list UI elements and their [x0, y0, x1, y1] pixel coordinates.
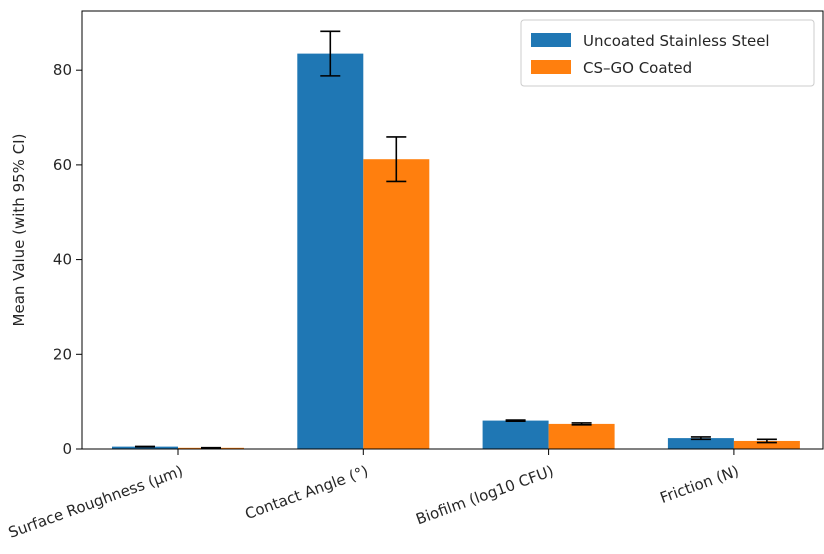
bar-coated-1: [363, 159, 430, 450]
y-tick-label: 40: [53, 251, 72, 269]
error-bar-uncoated-3: [690, 436, 711, 441]
error-bar-coated-2: [571, 422, 592, 426]
x-tick-label: Friction (N): [658, 462, 742, 507]
bars-layer: [112, 53, 800, 450]
y-axis-label: Mean Value (with 95% CI): [10, 134, 28, 327]
axes-frame: [81, 10, 824, 450]
error-bar-coated-1: [386, 136, 407, 183]
x-axis: Surface Roughness (μm) Contact Angle (°) B…: [6, 449, 741, 542]
error-bar-coated-3: [756, 438, 777, 444]
bar-uncoated-0: [112, 446, 178, 449]
bar-uncoated-1: [297, 53, 364, 450]
y-tick-label: 0: [62, 440, 72, 458]
error-bars-layer: [135, 30, 777, 449]
y-tick-label: 20: [53, 345, 72, 363]
legend-swatch: [531, 60, 571, 74]
y-tick-label: 60: [53, 156, 72, 174]
legend-label: CS–GO Coated: [583, 59, 692, 77]
y-tick-label: 80: [53, 61, 72, 79]
legend-frame: [520, 19, 815, 87]
bar-coated-2: [548, 423, 615, 449]
bar-uncoated-2: [482, 420, 549, 449]
legend-swatch: [531, 33, 571, 47]
x-tick-label: Surface Roughness (μm): [6, 462, 185, 542]
error-bar-uncoated-2: [505, 419, 526, 422]
legend-label: Uncoated Stainless Steel: [583, 32, 770, 50]
x-tick-label: Contact Angle (°): [243, 462, 371, 523]
error-bar-uncoated-1: [320, 30, 341, 77]
y-axis: 0 20 40 60 80: [53, 61, 82, 458]
bar-coated-3: [733, 440, 800, 449]
bar-uncoated-3: [667, 438, 734, 449]
legend: Uncoated Stainless Steel CS–GO Coated: [520, 19, 815, 87]
x-tick-label: Biofilm (log10 CFU): [413, 462, 556, 529]
